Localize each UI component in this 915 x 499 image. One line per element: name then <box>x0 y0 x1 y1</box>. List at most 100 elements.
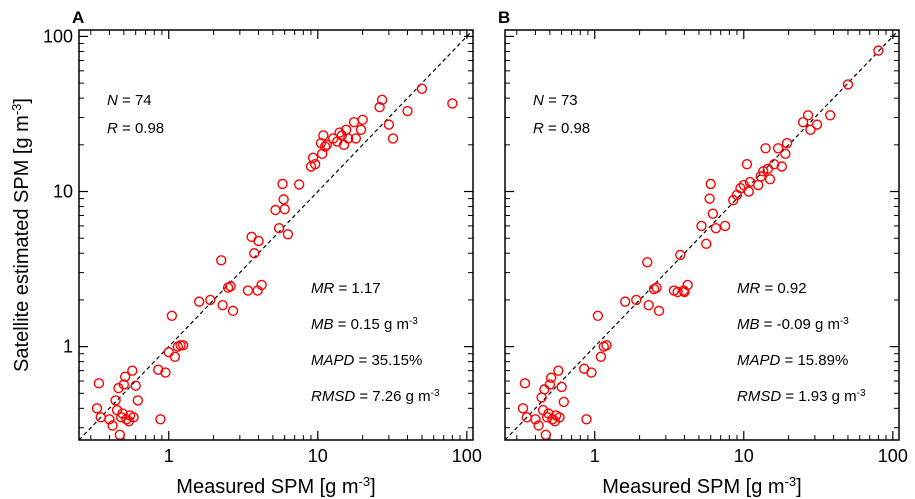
data-point <box>163 347 174 358</box>
data-point <box>755 171 766 182</box>
data-point <box>416 83 428 94</box>
data-point <box>307 152 319 163</box>
data-point <box>343 133 354 144</box>
data-point <box>554 412 565 423</box>
data-point <box>651 282 662 293</box>
data-point <box>719 220 731 232</box>
stat-n: N = 74 <box>107 92 152 109</box>
x-tick-label: 1 <box>164 446 174 466</box>
data-point <box>107 420 118 431</box>
data-point <box>760 143 771 154</box>
panel-label: A <box>72 8 84 27</box>
data-point <box>253 235 264 247</box>
data-point <box>642 257 653 268</box>
data-point <box>805 124 816 135</box>
data-point <box>318 130 329 141</box>
data-point <box>376 94 388 106</box>
data-point <box>545 372 557 383</box>
data-point <box>319 141 331 152</box>
data-point <box>781 137 793 149</box>
data-point <box>544 379 556 390</box>
data-point <box>175 340 186 351</box>
data-point <box>127 365 138 376</box>
data-point <box>802 110 814 121</box>
data-point <box>277 178 288 190</box>
data-point <box>114 429 126 441</box>
data-point <box>772 143 784 154</box>
data-point <box>873 45 884 56</box>
data-point <box>764 174 776 185</box>
stat-mb: MB = 0.15 g m-3 <box>311 316 418 334</box>
data-point <box>130 380 141 391</box>
stat-mb: MB = -0.09 g m-3 <box>737 316 849 334</box>
x-tick-label: 10 <box>734 446 754 466</box>
data-point <box>217 299 228 311</box>
data-point <box>383 119 395 130</box>
data-point <box>553 365 564 376</box>
data-point <box>293 179 305 190</box>
data-point <box>701 238 712 250</box>
x-axis-label: Measured SPM [g m-3] <box>176 474 375 499</box>
data-point <box>776 161 788 172</box>
data-point <box>169 351 181 362</box>
data-point <box>643 299 654 311</box>
data-point <box>595 351 607 362</box>
data-point <box>707 208 719 219</box>
data-point <box>205 294 216 306</box>
data-point <box>256 279 267 291</box>
data-point <box>91 403 103 414</box>
data-point <box>155 414 166 425</box>
data-point <box>753 179 764 191</box>
data-point <box>132 395 143 406</box>
data-point <box>672 286 683 298</box>
data-point <box>177 340 189 351</box>
panel-label: B <box>498 8 510 27</box>
data-point <box>128 412 139 423</box>
one-to-one-line <box>78 29 474 441</box>
stat-mr: MR = 1.17 <box>311 280 381 297</box>
data-point <box>309 159 321 170</box>
data-point <box>519 378 531 389</box>
data-point <box>355 124 367 135</box>
data-point <box>350 133 362 144</box>
panel-a: 1 10 100 1 10 100 Measured SPM [g m-3] Satellit… <box>9 8 482 498</box>
stat-r: R = 0.98 <box>107 120 164 137</box>
stat-mapd: MAPD = 15.89% <box>737 352 848 369</box>
x-tick-label: 10 <box>308 446 328 466</box>
data-point <box>842 79 854 90</box>
data-point <box>710 223 722 234</box>
data-point <box>780 148 791 160</box>
data-point <box>738 179 749 191</box>
data-point <box>110 395 121 406</box>
data-point <box>581 414 592 425</box>
data-point <box>517 403 529 414</box>
data-point <box>166 310 178 322</box>
one-to-one-line <box>504 29 900 441</box>
data-point <box>160 367 171 378</box>
y-tick-label: 100 <box>43 26 73 46</box>
data-point <box>586 367 597 378</box>
data-point <box>279 203 290 215</box>
data-point <box>118 379 130 390</box>
data-point <box>728 194 739 206</box>
data-point <box>113 382 124 394</box>
data-point <box>282 229 294 240</box>
data-point <box>387 133 399 144</box>
data-point <box>104 414 115 425</box>
data-point <box>374 101 385 113</box>
data-point <box>704 193 715 204</box>
data-point <box>357 114 368 126</box>
data-point <box>273 223 285 234</box>
data-point <box>741 159 753 170</box>
data-point <box>249 248 260 259</box>
data-point <box>556 381 567 393</box>
x-axis-label: Measured SPM [g m-3] <box>602 474 801 499</box>
stat-rmsd: RMSD = 1.93 g m-3 <box>737 388 866 406</box>
data-point <box>619 296 631 307</box>
data-point <box>811 119 823 130</box>
y-axis-label: Satellite estimated SPM [g m-3] <box>9 98 34 372</box>
data-point <box>348 116 360 128</box>
plot-frame <box>504 29 900 441</box>
y-tick-label: 1 <box>63 337 73 357</box>
